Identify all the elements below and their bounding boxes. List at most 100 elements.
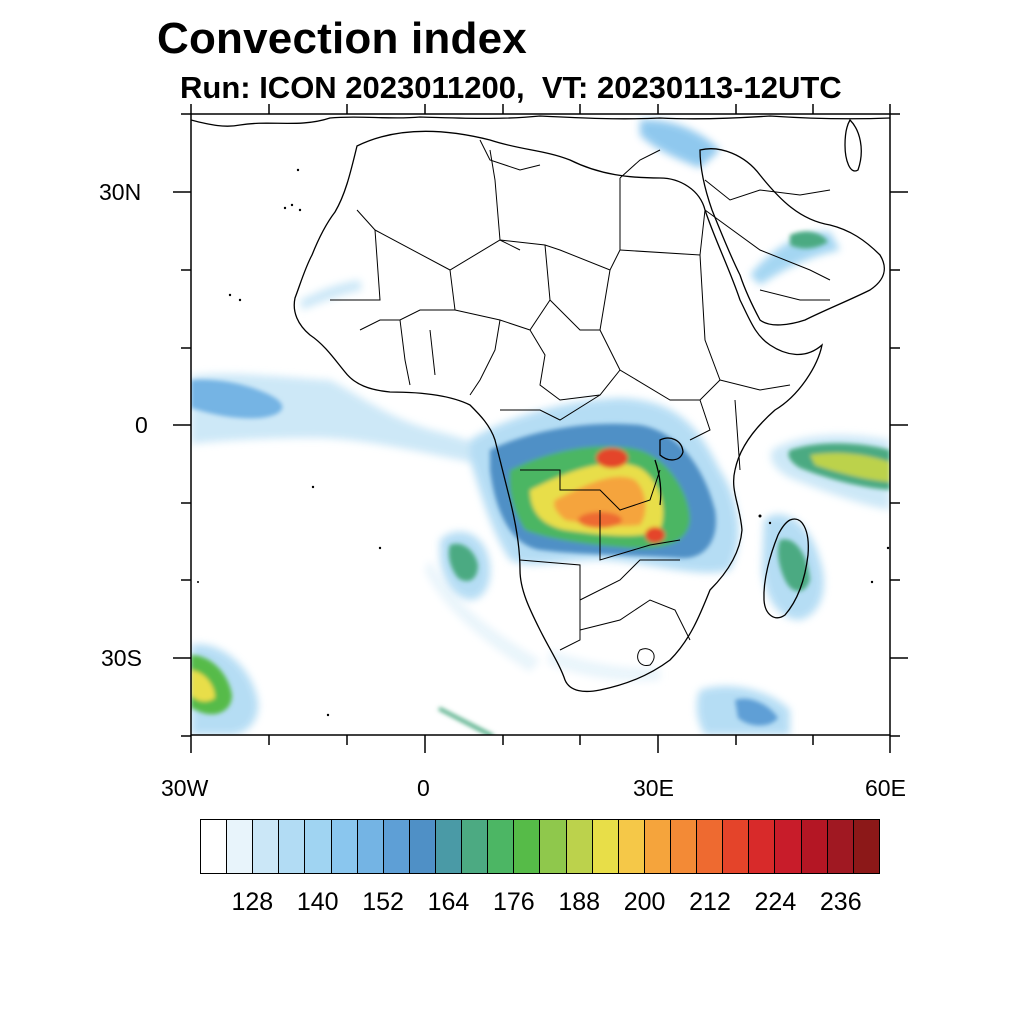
colorbar-box	[409, 820, 436, 873]
axis-ticks	[173, 104, 908, 753]
border-sahel-1	[359, 269, 456, 331]
lon-label-0: 0	[417, 775, 430, 801]
chart-subtitle: Run: ICON 2023011200, VT: 20230113-12UTC	[180, 70, 842, 105]
colorbar-box	[331, 820, 358, 873]
border-sahara-1	[330, 209, 381, 301]
colorbar-tick-label: 236	[819, 888, 862, 916]
colorbar-tick-label: 164	[427, 888, 470, 916]
border-south-3	[579, 599, 691, 641]
colorbar-box	[253, 820, 280, 873]
south-africa-streak	[548, 650, 660, 682]
colorbar-box	[435, 820, 463, 873]
border-levant	[704, 179, 831, 201]
colorbar-box	[801, 820, 828, 873]
lon-label-30e: 30E	[633, 775, 674, 801]
colorbar-box	[853, 820, 879, 873]
congo-red-cell-3	[645, 527, 665, 543]
madagascar-core	[777, 539, 810, 592]
colorbar-box	[227, 820, 254, 873]
border-east-2	[689, 399, 711, 441]
border-sahel-4	[549, 299, 600, 331]
southwest-yellow	[191, 670, 215, 702]
colorbar	[200, 819, 880, 874]
lat-label-0: 0	[135, 412, 148, 438]
colorbar-box	[514, 820, 541, 873]
border-sahel-2	[454, 244, 551, 331]
border-east-3	[734, 399, 741, 471]
border-sahara-4	[499, 178, 621, 271]
colorbar-box	[201, 820, 228, 873]
southeast-core	[735, 698, 778, 726]
border-south-1	[519, 559, 581, 651]
colorbar-box	[462, 820, 489, 873]
border-europe-1	[479, 139, 541, 171]
border-congo-1	[500, 394, 601, 421]
arabia-coast	[699, 148, 885, 326]
border-west-2	[429, 329, 436, 376]
colorbar-box	[305, 820, 332, 873]
colorbar-box	[670, 820, 698, 873]
south-atlantic-streak	[425, 560, 540, 672]
south-atlantic-line	[438, 707, 495, 735]
colorbar-box	[827, 820, 854, 873]
colorbar-box	[383, 820, 410, 873]
colorbar-tick-label: 200	[623, 888, 666, 916]
lat-label-30s: 30S	[101, 645, 142, 671]
border-sahara-5	[619, 209, 706, 256]
country-borders	[330, 139, 831, 667]
islands	[197, 168, 890, 717]
chart-title: Convection index	[157, 14, 527, 63]
border-central-1	[529, 329, 621, 401]
border-south-2	[579, 559, 680, 601]
border-west-1	[399, 319, 411, 386]
europe-coast	[191, 115, 890, 127]
colorbar-box	[723, 820, 750, 873]
caspian	[844, 118, 862, 172]
colorbar-box	[488, 820, 515, 873]
border-sahara-2	[374, 229, 521, 271]
lon-label-30w: 30W	[161, 775, 209, 801]
lon-label-60e: 60E	[865, 775, 906, 801]
border-sahel-3	[599, 254, 721, 401]
indian-ocean-yellow	[810, 452, 890, 482]
border-europe-2	[619, 149, 661, 179]
colorbar-box	[540, 820, 567, 873]
mediterranean-cell	[640, 119, 720, 168]
border-sahara-3	[489, 149, 501, 241]
colorbar-box	[697, 820, 724, 873]
border-east-1	[719, 379, 791, 391]
lake-victoria	[659, 437, 684, 461]
arabia-core	[790, 231, 828, 249]
colorbar-box	[618, 820, 645, 873]
colorbar-tick-label: 224	[754, 888, 797, 916]
border-south-4	[637, 648, 655, 667]
colorbar-tick-label: 188	[558, 888, 601, 916]
border-arabia-1	[704, 209, 831, 281]
colorbar-box	[592, 820, 619, 873]
congo-red-cell-1	[596, 448, 628, 468]
border-arabia-2	[759, 289, 830, 301]
colorbar-tick-label: 140	[296, 888, 339, 916]
madagascar-coast	[763, 518, 809, 619]
angola-coast-core	[448, 543, 478, 582]
colorbar-box	[279, 820, 306, 873]
colorbar-box	[357, 820, 384, 873]
colorbar-box	[566, 820, 593, 873]
colorbar-tick-label: 212	[689, 888, 731, 916]
colorbar-tick-label: 176	[492, 888, 535, 916]
colorbar-box	[644, 820, 671, 873]
congo-orange-core	[554, 476, 646, 527]
lake-tanganyika	[654, 459, 662, 506]
africa-coastline	[293, 130, 824, 693]
border-central-2	[469, 319, 501, 396]
convection-field	[191, 119, 890, 735]
border-congo-3	[599, 510, 681, 561]
sahara-streak	[300, 280, 362, 310]
atlantic-blue-core	[191, 379, 283, 419]
colorbar-box	[749, 820, 776, 873]
border-congo-2	[520, 469, 661, 511]
colorbar-tick-label: 128	[231, 888, 274, 916]
colorbar-tick-label: 152	[362, 888, 404, 916]
lat-label-30n: 30N	[99, 179, 142, 205]
